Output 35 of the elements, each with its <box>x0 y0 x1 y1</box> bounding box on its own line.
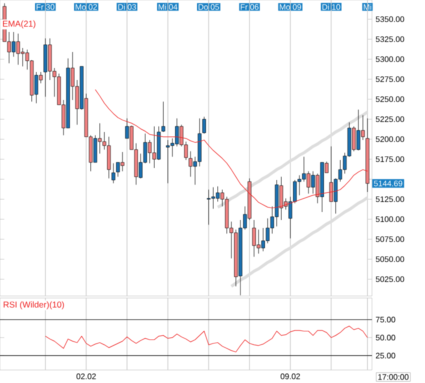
y-tick-label: 5250.00 <box>376 96 404 102</box>
y-tick-label: 25.00 <box>376 352 396 358</box>
y-tick-label: 5350.00 <box>376 16 404 22</box>
x-tick-label: Do 05 <box>198 4 220 10</box>
candlestick <box>206 189 211 226</box>
x-tick-label: Mo 09 <box>280 4 302 10</box>
text: EMA(21) <box>3 20 36 28</box>
y-tick-label: 75.00 <box>376 316 396 322</box>
y-tick-label: 5225.00 <box>376 116 404 122</box>
text: 17:00:00 <box>378 374 409 380</box>
y-tick-label: 5200.00 <box>376 136 404 142</box>
x-tick-label: Mi 04 <box>158 4 178 10</box>
candlestick <box>112 162 116 184</box>
x-tick-label: Di 03 <box>118 4 136 10</box>
candlestick <box>216 186 220 202</box>
y-tick-label: 5100.00 <box>376 216 404 222</box>
y-tick-label: 5300.00 <box>376 56 404 62</box>
candlestick <box>161 101 166 132</box>
candlestick <box>202 116 206 134</box>
y-tick-label: 50.00 <box>376 334 396 340</box>
y-tick-label: 5075.00 <box>376 236 404 242</box>
x-tick-label: Fr 06 <box>240 4 258 10</box>
y-tick-label: 5175.00 <box>376 156 404 162</box>
y-tick-label: 5325.00 <box>376 36 404 42</box>
text: 5144.69 <box>374 180 402 186</box>
y-tick-label: 5125.00 <box>376 196 404 202</box>
y-tick-label: 5025.00 <box>376 276 404 282</box>
x-tick-label: Mo 02 <box>76 4 97 10</box>
x-tick-label: Fr 30 <box>36 4 54 10</box>
x-tick-label: 09.02 <box>280 374 300 380</box>
y-tick-label: 5050.00 <box>376 256 404 262</box>
x-tick-label: 02.02 <box>76 374 96 380</box>
chart-title: RSI (Wilder)(10) <box>4 301 64 310</box>
y-tick-label: 5275.00 <box>376 76 404 82</box>
x-tick-label: Di 10 <box>322 4 340 10</box>
